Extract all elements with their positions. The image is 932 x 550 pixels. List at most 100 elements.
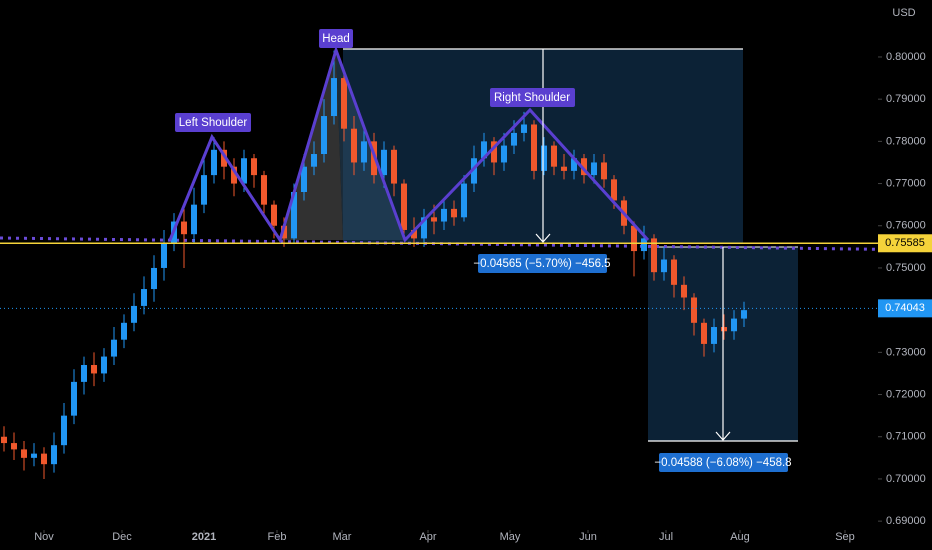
candle-body: [381, 149, 387, 176]
candle-body: [211, 149, 217, 176]
candle-body: [571, 158, 577, 171]
candle-body: [391, 149, 397, 184]
candle-body: [61, 415, 67, 446]
price-badge-label: 0.75585: [885, 237, 925, 249]
candle-body: [101, 356, 107, 374]
candle-body: [681, 284, 687, 298]
candle-body: [601, 162, 607, 180]
price-badge: [878, 299, 932, 318]
candle-body: [151, 267, 157, 290]
y-tick-label: 0.80000: [886, 51, 926, 63]
y-tick-label: 0.72000: [886, 388, 926, 400]
candle-body: [541, 145, 547, 171]
candle-body: [131, 305, 137, 323]
candle-body: [231, 166, 237, 184]
candle-body: [341, 78, 347, 129]
price-badge-label: 0.74043: [885, 302, 925, 314]
candle-body: [481, 141, 487, 159]
candle-body: [21, 449, 27, 458]
y-tick-label: 0.79000: [886, 93, 926, 105]
candle-body: [201, 175, 207, 205]
x-tick-label: Mar: [333, 531, 352, 543]
candle-body: [451, 208, 457, 218]
candle-body: [311, 154, 317, 167]
candle-body: [281, 225, 287, 239]
overlay: Left Shoulder Head Right Shoulder −0.045…: [168, 7, 916, 472]
candle-body: [561, 166, 567, 171]
candle-body: [271, 204, 277, 226]
candle-body: [111, 339, 117, 357]
y-tick-label: 0.69000: [886, 515, 926, 527]
candle-body: [661, 259, 667, 273]
candle-body: [331, 78, 337, 117]
candle-body: [291, 191, 297, 239]
candle-body: [261, 175, 267, 205]
candle-body: [251, 158, 257, 176]
candle-body: [71, 381, 77, 416]
candle-body: [161, 242, 167, 268]
candle-body: [461, 183, 467, 218]
arrow-head: [715, 431, 731, 441]
x-tick-label: Jun: [579, 531, 597, 543]
y-tick-label: 0.70000: [886, 473, 926, 485]
candle-body: [641, 238, 647, 252]
measure-label: −0.04565 (−5.70%) −456.5: [473, 258, 610, 270]
x-tick-label: Nov: [34, 531, 54, 543]
candle-body: [521, 124, 527, 133]
pattern-label: Left Shoulder: [179, 117, 248, 129]
candle-body: [411, 229, 417, 239]
y-tick-label: 0.76000: [886, 220, 926, 232]
candle-body: [651, 238, 657, 273]
candle-body: [221, 149, 227, 167]
x-tick-label: Feb: [268, 531, 287, 543]
candle-body: [121, 322, 127, 340]
candles: [0, 50, 878, 479]
x-tick-label: May: [500, 531, 521, 543]
label-box: [319, 29, 353, 48]
y-tick-label: 0.78000: [886, 135, 926, 147]
candle-body: [361, 141, 367, 163]
candle-body: [51, 445, 57, 465]
x-tick-label: Jul: [659, 531, 673, 543]
candle-body: [191, 204, 197, 235]
x-tick-label: Aug: [730, 531, 750, 543]
candle-body: [731, 318, 737, 332]
y-tick-label: 0.73000: [886, 346, 926, 358]
candle-body: [421, 217, 427, 239]
candle-body: [611, 179, 617, 201]
price-badge: [878, 234, 932, 253]
arrow-head: [535, 233, 551, 243]
candle-body: [91, 365, 97, 374]
candle-body: [41, 453, 47, 465]
label-box: [490, 88, 575, 107]
candle-body: [721, 327, 727, 332]
x-tick-label: Apr: [419, 531, 436, 543]
candle-body: [31, 453, 37, 458]
candle-body: [501, 145, 507, 163]
candle-body: [401, 183, 407, 230]
candle-body: [351, 128, 357, 163]
y-tick-label: 0.75000: [886, 262, 926, 274]
pattern-label: Head: [322, 33, 350, 45]
candle-body: [581, 158, 587, 176]
candle-body: [471, 158, 477, 184]
pattern-label: Right Shoulder: [494, 92, 570, 104]
y-tick-label: 0.77000: [886, 177, 926, 189]
measure-label-box: [478, 254, 607, 273]
candle-body: [441, 208, 447, 222]
candle-body: [711, 327, 717, 344]
candle-body: [531, 124, 537, 171]
y-tick-label: 0.71000: [886, 431, 926, 443]
candle-body: [551, 145, 557, 167]
candle-body: [301, 166, 307, 192]
candle-body: [511, 132, 517, 146]
candle-body: [691, 297, 697, 323]
candle-body: [321, 116, 327, 155]
axis-currency: USD: [892, 7, 915, 19]
candle-body: [671, 259, 677, 285]
candle-body: [701, 322, 707, 344]
candle-body: [491, 141, 497, 163]
candle-body: [431, 217, 437, 222]
candle-body: [81, 365, 87, 382]
